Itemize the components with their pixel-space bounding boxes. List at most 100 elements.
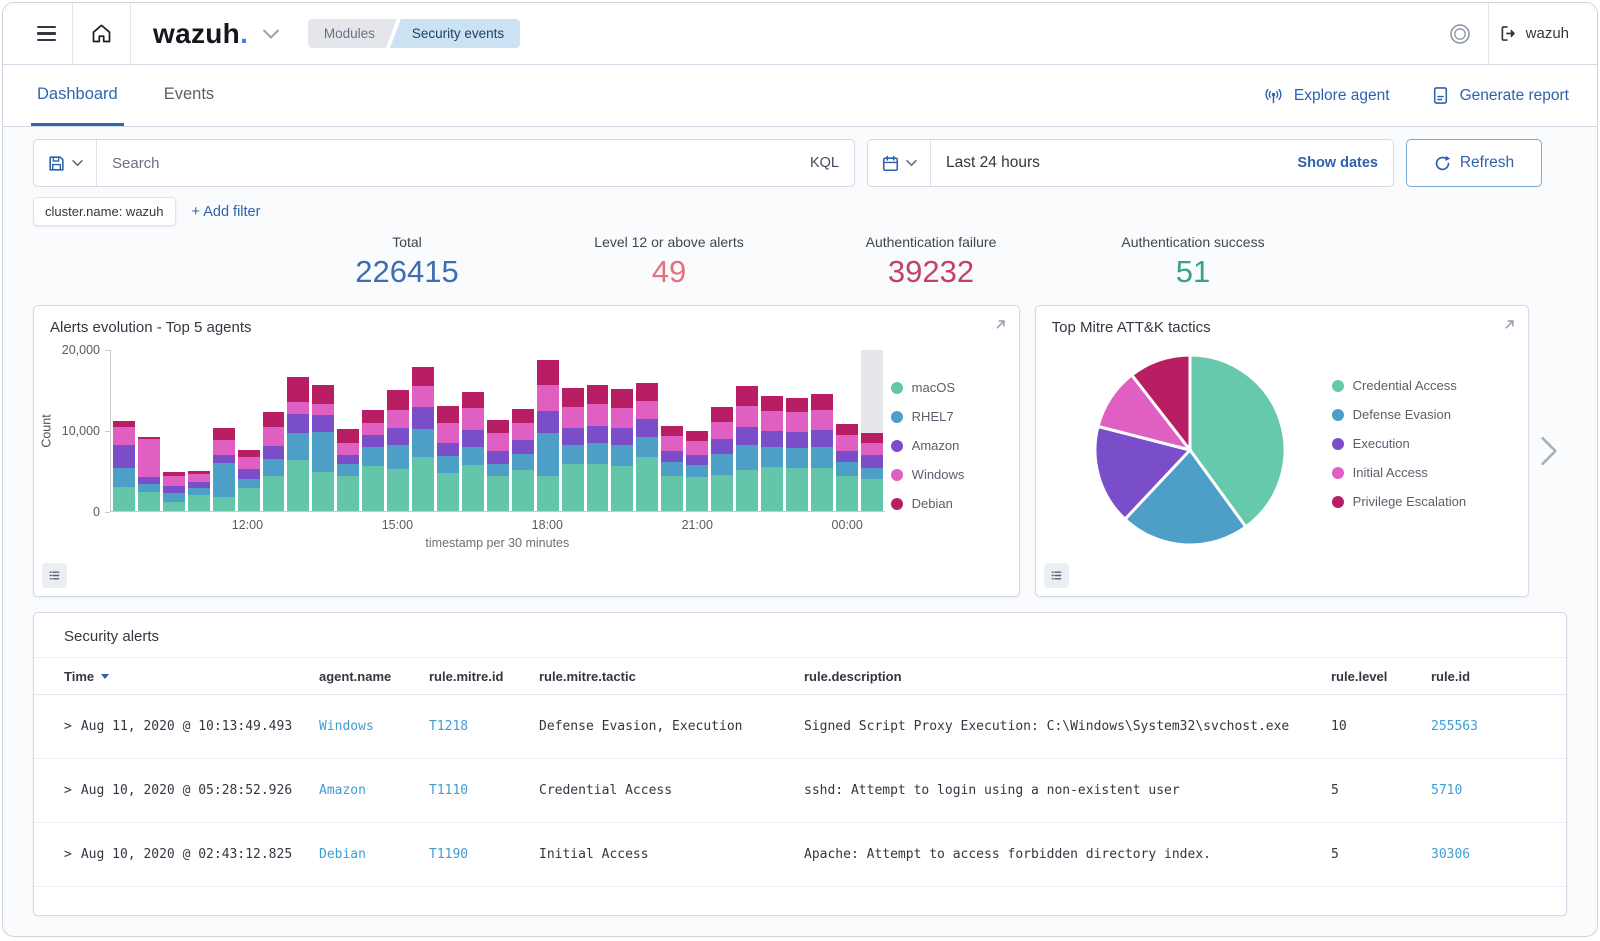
cell-mitre-id[interactable]: T1110 (429, 783, 469, 798)
bar-column-1[interactable] (137, 350, 160, 511)
cell-agent-name[interactable]: Windows (319, 719, 374, 734)
pie-slice-credential-access[interactable] (1188, 353, 1287, 529)
legend-item-amazon[interactable]: Amazon (890, 438, 1009, 453)
cell-rule-id[interactable]: 255563 (1431, 719, 1478, 734)
bar-column-2[interactable] (162, 350, 185, 511)
spaces-button[interactable] (1432, 3, 1488, 64)
tab-events[interactable]: Events (163, 84, 215, 103)
bar-column-16[interactable] (511, 350, 534, 511)
bar-column-17[interactable] (536, 350, 559, 511)
bar-column-8[interactable] (312, 350, 335, 511)
filter-pill-cluster-name[interactable]: cluster.name: wazuh (33, 197, 176, 226)
explore-agent-button[interactable]: Explore agent (1262, 85, 1390, 107)
bar-column-18[interactable] (561, 350, 584, 511)
expand-icon[interactable] (993, 317, 1008, 332)
bar-column-4[interactable] (212, 350, 235, 511)
cell-mitre-id[interactable]: T1218 (429, 719, 469, 734)
expand-icon[interactable] (1502, 317, 1517, 332)
legend-toggle-button[interactable] (1043, 563, 1069, 588)
saved-queries-button[interactable] (34, 140, 97, 186)
bar-column-15[interactable] (486, 350, 509, 511)
legend-item-initial-access[interactable]: Initial Access (1331, 465, 1466, 480)
bar-column-5[interactable] (237, 350, 260, 511)
bar-column-12[interactable] (412, 350, 434, 511)
next-panels-button[interactable] (1538, 435, 1560, 467)
legend-item-debian[interactable]: Debian (890, 496, 1009, 511)
legend-dot (890, 439, 903, 452)
bar-column-3[interactable] (187, 350, 210, 511)
column-header-rule-id[interactable]: rule.id (1431, 668, 1471, 684)
pie-slice-privilege-escalation[interactable] (1129, 353, 1192, 452)
show-dates-button[interactable]: Show dates (1297, 155, 1378, 171)
bar-segment-amazon (611, 428, 634, 445)
bar-column-0[interactable] (113, 350, 135, 511)
brand[interactable]: wazuh. (153, 18, 280, 50)
column-header-rule-description[interactable]: rule.description (804, 668, 902, 684)
legend-item-execution[interactable]: Execution (1331, 436, 1466, 451)
bar-column-19[interactable] (586, 350, 609, 511)
date-quick-select-button[interactable] (868, 140, 931, 186)
bar-column-29[interactable] (835, 350, 858, 511)
legend-item-credential-access[interactable]: Credential Access (1331, 378, 1466, 393)
breadcrumb-modules[interactable]: Modules (308, 19, 397, 48)
brand-caret-icon[interactable] (262, 28, 280, 40)
cell-agent-name[interactable]: Amazon (319, 783, 366, 798)
bar-column-11[interactable] (387, 350, 410, 511)
bar-column-24[interactable] (711, 350, 734, 511)
bar-column-22[interactable] (661, 350, 684, 511)
bar-segment-debian (686, 431, 709, 442)
account-menu[interactable]: wazuh (1489, 24, 1579, 43)
menu-button[interactable] (21, 3, 72, 64)
expand-row-icon[interactable]: > (64, 847, 72, 862)
bar-column-21[interactable] (636, 350, 659, 511)
bar-column-10[interactable] (362, 350, 385, 511)
bar-segment-debian (810, 393, 833, 410)
bar-column-14[interactable] (461, 350, 484, 511)
cell-mitre-id[interactable]: T1190 (429, 847, 469, 862)
pie-slice-execution[interactable] (1093, 424, 1192, 521)
cell-rule-id[interactable]: 5710 (1431, 783, 1463, 798)
generate-report-button[interactable]: Generate report (1430, 85, 1569, 106)
cell-agent-name[interactable]: Debian (319, 847, 366, 862)
legend-item-privilege-escalation[interactable]: Privilege Escalation (1331, 494, 1466, 509)
bar-column-6[interactable] (262, 350, 285, 511)
bar-column-7[interactable] (287, 350, 310, 511)
legend-toggle-button[interactable] (42, 563, 67, 588)
bar-segment-rhel7 (436, 456, 459, 474)
legend-item-windows[interactable]: Windows (890, 467, 1009, 482)
expand-row-icon[interactable]: > (64, 719, 72, 734)
bar-column-13[interactable] (436, 350, 459, 511)
column-header-agent-name[interactable]: agent.name (319, 668, 392, 684)
bar-column-26[interactable] (760, 350, 783, 511)
column-header-time[interactable]: Time (64, 669, 319, 684)
column-header-rule-mitre-id[interactable]: rule.mitre.id (429, 668, 504, 684)
bar-column-20[interactable] (611, 350, 634, 511)
sort-desc-icon[interactable] (101, 673, 110, 679)
legend-item-macos[interactable]: macOS (890, 380, 1009, 395)
cell-rule-id[interactable]: 30306 (1431, 847, 1471, 862)
column-header-rule-level[interactable]: rule.level (1331, 668, 1388, 684)
tab-dashboard[interactable]: Dashboard (31, 65, 124, 126)
column-header-rule-mitre-tactic[interactable]: rule.mitre.tactic (539, 668, 636, 684)
bar-segment-macos (137, 491, 160, 511)
legend-item-defense-evasion[interactable]: Defense Evasion (1331, 407, 1466, 422)
bar-column-9[interactable] (337, 350, 360, 511)
bar-column-30[interactable] (860, 350, 883, 511)
legend-item-rhel7[interactable]: RHEL7 (890, 409, 1009, 424)
pie-slice-defense-evasion[interactable] (1123, 448, 1248, 547)
add-filter-button[interactable]: + Add filter (191, 203, 261, 220)
home-button[interactable] (73, 3, 130, 64)
bar-column-25[interactable] (736, 350, 758, 511)
search-input[interactable] (97, 154, 795, 172)
time-range-value[interactable]: Last 24 hours (946, 154, 1040, 171)
bar-segment-debian (561, 387, 584, 408)
bar-column-28[interactable] (810, 350, 833, 511)
bar-segment-macos (312, 471, 335, 511)
refresh-button[interactable]: Refresh (1406, 139, 1542, 187)
main-content: KQL Last 24 hours Show dates (3, 127, 1597, 916)
expand-row-icon[interactable]: > (64, 783, 72, 798)
bar-column-23[interactable] (686, 350, 709, 511)
bar-column-27[interactable] (785, 350, 808, 511)
kql-button[interactable]: KQL (809, 155, 839, 171)
